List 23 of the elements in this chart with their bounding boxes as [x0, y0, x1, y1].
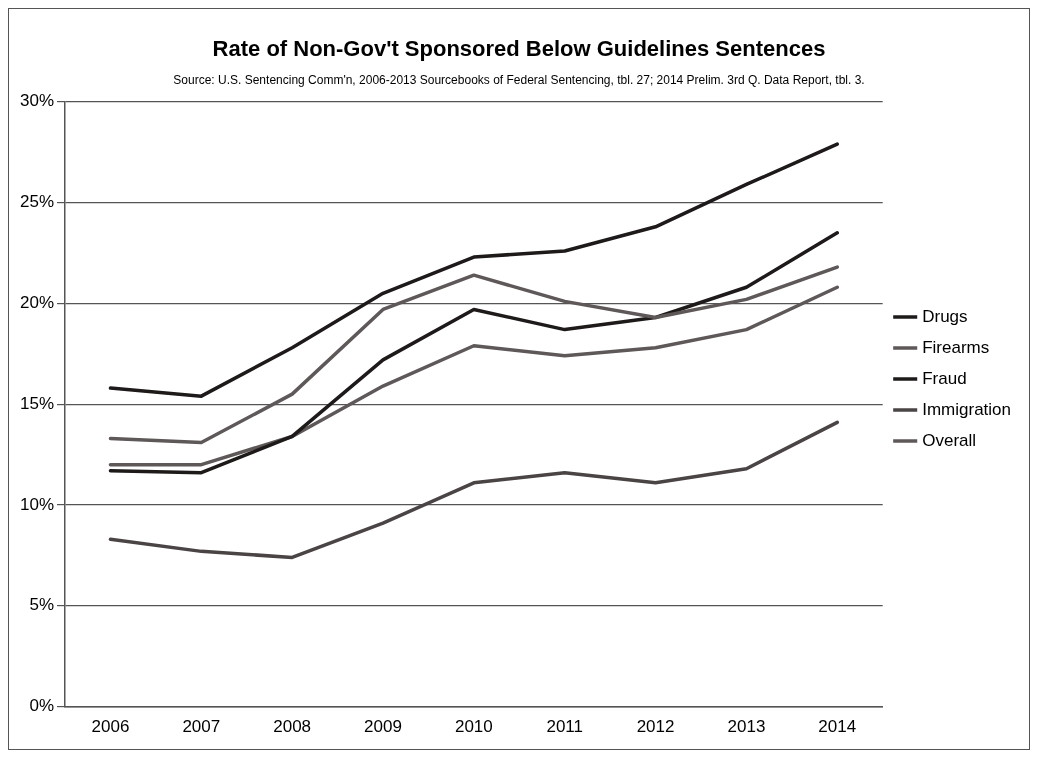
legend-label: Fraud: [922, 368, 967, 388]
x-tick-label: 2012: [636, 717, 675, 737]
y-tick-label: 0%: [29, 696, 55, 716]
y-tick-label: 20%: [19, 293, 55, 313]
x-tick-label: 2010: [454, 717, 493, 737]
y-tick-label: 5%: [29, 595, 55, 615]
x-tick-label: 2006: [91, 717, 130, 737]
legend-label: Overall: [922, 430, 977, 450]
x-tick-label: 2011: [546, 717, 583, 737]
x-tick-label: 2009: [364, 717, 402, 737]
legend-label: Drugs: [922, 306, 968, 326]
y-tick-label: 10%: [19, 494, 55, 514]
chart-subtitle: Source: U.S. Sentencing Comm'n, 2006-2013 Sourcebooks of Federal Sentencing, tbl. 27; 2014 Prelim. 3rd Q. Data Report, tbl. 3.: [173, 72, 865, 87]
x-tick-label: 2008: [273, 717, 312, 737]
chart-title: Rate of Non-Gov't Sponsored Below Guidelines Sentences: [212, 36, 826, 62]
x-tick-label: 2014: [818, 717, 857, 737]
legend-label: Firearms: [922, 337, 990, 357]
legend-label: Immigration: [922, 399, 1012, 419]
y-tick-label: 30%: [19, 91, 55, 111]
y-tick-label: 15%: [19, 393, 55, 413]
y-tick-label: 25%: [19, 192, 55, 212]
x-tick-label: 2007: [182, 717, 221, 737]
x-tick-label: 2013: [727, 717, 766, 737]
